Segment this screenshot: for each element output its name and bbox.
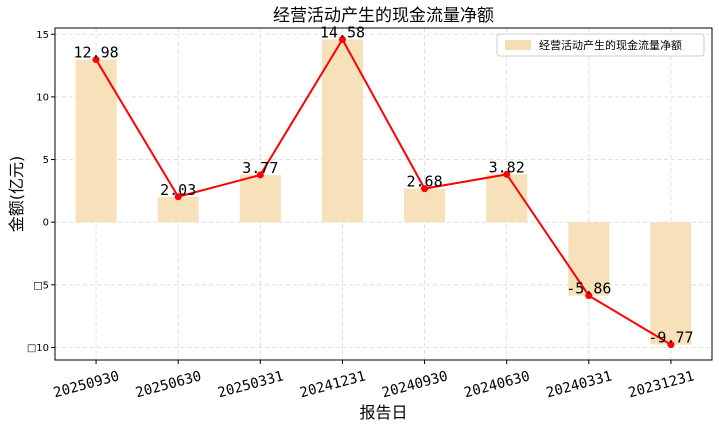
line-layer [92, 36, 675, 349]
bars-layer [75, 39, 692, 345]
line-point [256, 171, 264, 179]
x-tick-label: 20231231 [627, 368, 696, 401]
bar [486, 174, 528, 223]
x-tick-label: 20241231 [298, 368, 367, 401]
bar [321, 39, 363, 223]
x-axis: 20250930 20250630 20250331 20241231 20240930… [52, 360, 696, 401]
x-tick-label: 20240630 [462, 368, 531, 401]
bar [157, 196, 199, 223]
data-label: 3.82 [489, 158, 525, 176]
line-point [338, 36, 346, 44]
y-axis: 15 10 5 0 □5 □10 [27, 30, 55, 354]
line-point [174, 193, 182, 201]
bar [568, 222, 610, 296]
data-label: 12.98 [73, 44, 118, 62]
line-point [585, 292, 593, 300]
data-label: 3.77 [242, 159, 278, 177]
data-label: 2.68 [407, 173, 443, 191]
x-tick-label: 20240331 [545, 368, 614, 401]
legend-swatch [505, 40, 531, 50]
plot-frame [54, 27, 713, 361]
data-label: -5.86 [566, 280, 611, 298]
series-line [95, 37, 672, 346]
y-tick-label: 10 [36, 92, 49, 103]
labels-layer: 12.98 2.03 3.77 14.58 2.68 3.82 -5.86 -9.77 [73, 24, 693, 347]
legend: 经营活动产生的现金流量净额 [496, 33, 705, 57]
data-label: 14.58 [320, 24, 365, 42]
bar [404, 188, 446, 223]
bar [650, 222, 692, 345]
y-axis-label: 金额(亿元) [7, 156, 26, 233]
x-tick-label: 20250331 [216, 368, 285, 401]
data-label: -9.77 [648, 329, 693, 347]
line-point [503, 170, 511, 178]
x-tick-label: 20250630 [134, 368, 203, 401]
y-tick-label: □5 [33, 280, 49, 291]
bar [239, 174, 281, 223]
bar [75, 59, 117, 223]
y-tick-label: 0 [43, 218, 49, 229]
data-label: 2.03 [160, 181, 196, 199]
chart-title: 经营活动产生的现金流量净额 [273, 6, 494, 26]
x-axis-label: 报告日 [359, 403, 407, 422]
y-tick-label: □10 [27, 343, 49, 354]
legend-box [496, 33, 705, 57]
y-tick-label: 15 [36, 30, 49, 41]
line-point [92, 56, 100, 64]
legend-label: 经营活动产生的现金流量净额 [539, 38, 682, 52]
line-point [667, 341, 675, 349]
x-tick-label: 20240930 [380, 368, 449, 401]
line-point [421, 185, 429, 193]
y-tick-label: 5 [43, 155, 49, 166]
x-tick-label: 20250930 [52, 368, 121, 401]
